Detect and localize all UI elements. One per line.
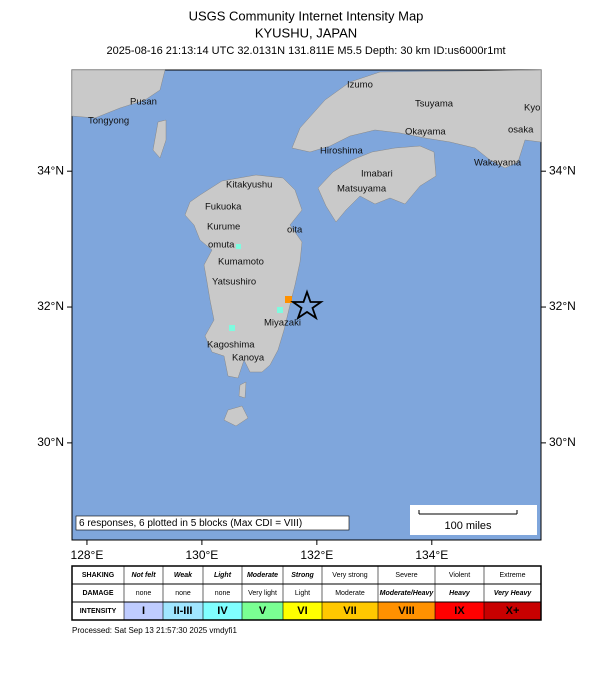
epicenter: [290, 289, 324, 321]
intensity-cell: VII: [343, 605, 356, 617]
city-label: Kagoshima: [207, 340, 255, 351]
row-header: DAMAGE: [82, 590, 113, 597]
shaking-cell: Very strong: [332, 572, 368, 579]
city-label: Tongyong: [88, 116, 129, 127]
intensity-cell: X+: [506, 605, 520, 617]
intensity-cell: IX: [454, 605, 465, 617]
intensity-cell: VIII: [398, 605, 415, 617]
y-tick-label: 32°N: [37, 299, 64, 313]
city-label: Imabari: [361, 169, 393, 180]
land-tsushima: [152, 119, 167, 159]
title: USGS Community Internet Intensity Map: [189, 8, 424, 23]
intensity-cell: IV: [217, 605, 228, 617]
city-label: osaka: [508, 125, 534, 136]
intensity-cell: [435, 602, 484, 620]
y-tick-label: 32°N: [549, 299, 576, 313]
damage-cell: Very light: [248, 590, 277, 597]
block: [277, 307, 283, 313]
shaking-cell: Violent: [449, 572, 470, 579]
footer: Processed: Sat Sep 13 21:57:30 2025 vmdy…: [72, 626, 238, 635]
city-label: Kumamoto: [218, 257, 264, 268]
block: [285, 296, 292, 303]
city-label: Kurume: [207, 222, 240, 233]
shaking-cell: Extreme: [499, 572, 525, 579]
x-tick-label: 128°E: [71, 548, 104, 562]
x-tick-label: 134°E: [415, 548, 448, 562]
intensity-cell: [322, 602, 378, 620]
damage-cell: none: [136, 590, 152, 597]
shaking-cell: Moderate: [247, 572, 278, 579]
intensity-cell: [163, 602, 203, 620]
intensity-cell: [124, 602, 163, 620]
shaking-cell: Weak: [174, 572, 193, 579]
note-box: [75, 515, 350, 531]
damage-cell: Very Heavy: [494, 590, 533, 597]
y-tick-label: 34°N: [37, 163, 64, 177]
damage-cell: Moderate/Heavy: [380, 590, 435, 597]
region: KYUSHU, JAPAN: [255, 25, 357, 40]
row-header: INTENSITY: [80, 608, 117, 615]
y-tick-label: 30°N: [549, 435, 576, 449]
city-label: Izumo: [347, 80, 373, 91]
damage-cell: none: [175, 590, 191, 597]
intensity-cell: VI: [297, 605, 307, 617]
city-label: Yatsushiro: [212, 277, 256, 288]
scale-box: [410, 505, 537, 535]
intensity-cell: [203, 602, 242, 620]
damage-cell: Moderate: [335, 590, 365, 597]
land-island: [238, 381, 247, 399]
city-label: Miyazaki: [264, 318, 301, 329]
x-tick-label: 130°E: [185, 548, 218, 562]
x-tick-label: 132°E: [300, 548, 333, 562]
land-shikoku: [317, 145, 437, 223]
city-label: Tsuyama: [415, 99, 454, 110]
intensity-cell: [484, 602, 541, 620]
land-honshu: [291, 69, 542, 169]
damage-cell: Heavy: [449, 590, 471, 597]
table-border: [71, 565, 542, 621]
block: [236, 244, 241, 249]
city-label: Matsuyama: [337, 184, 387, 195]
shaking-cell: Severe: [395, 572, 417, 579]
intensity-cell: [378, 602, 435, 620]
intensity-cell: I: [142, 605, 145, 617]
intensity-cell: [242, 602, 283, 620]
scale-label: 100 miles: [444, 520, 492, 532]
land-korea: [71, 69, 166, 119]
land-yakushima: [223, 405, 249, 427]
city-label: Kyo: [524, 103, 540, 114]
city-label: omuta: [208, 240, 235, 251]
event: 2025-08-16 21:13:14 UTC 32.0131N 131.811…: [106, 45, 505, 57]
y-tick-label: 30°N: [37, 435, 64, 449]
damage-cell: none: [215, 590, 231, 597]
map: Pusan Tongyong Izumo Tsuyama Kyo Okayama…: [71, 69, 542, 541]
city-label: Kanoya: [232, 353, 265, 364]
city-label: Okayama: [405, 127, 446, 138]
city-label: Kitakyushu: [226, 180, 272, 191]
city-label: Hiroshima: [320, 146, 363, 157]
shaking-cell: Not felt: [131, 572, 156, 579]
city-label: Wakayama: [474, 158, 522, 169]
damage-cell: Light: [295, 590, 310, 597]
city-label: Fukuoka: [205, 202, 242, 213]
city-label: oita: [287, 225, 303, 236]
block: [229, 325, 235, 331]
shaking-cell: Strong: [291, 572, 314, 579]
intensity-cell: V: [259, 605, 267, 617]
intensity-table: SHAKING Not felt Weak Light Moderate Strong Ve…: [71, 565, 542, 621]
y-tick-label: 34°N: [549, 163, 576, 177]
intensity-cell: [283, 602, 322, 620]
intensity-cell: II-III: [174, 605, 193, 617]
land-kyushu: [184, 174, 303, 379]
row-header: SHAKING: [82, 572, 115, 579]
shaking-cell: Light: [214, 572, 232, 579]
note: 6 responses, 6 plotted in 5 blocks (Max …: [79, 518, 302, 529]
city-label: Pusan: [130, 97, 157, 108]
